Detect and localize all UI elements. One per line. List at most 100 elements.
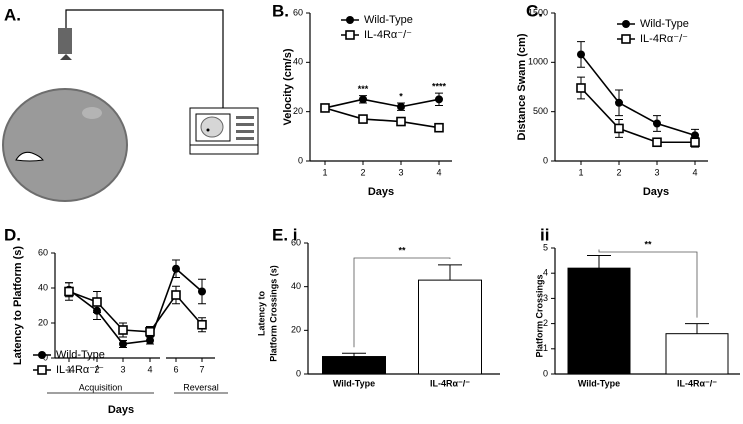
y-axis-title: Platform Crossings <box>534 274 544 357</box>
y-tick-label: 5 <box>543 242 548 252</box>
camera <box>58 28 72 54</box>
camera-lens <box>60 54 72 60</box>
significance: ** <box>398 245 406 255</box>
y-tick-label: 1500 <box>528 7 548 17</box>
panel-label: A. <box>4 5 21 24</box>
y-axis-title: Velocity (cm/s) <box>282 48 294 125</box>
point <box>64 286 74 297</box>
y-tick-label: 20 <box>38 317 48 327</box>
point <box>435 95 443 104</box>
maze-diagram: A. <box>2 5 259 202</box>
y-tick-label: 0 <box>298 155 303 165</box>
panel-label: E. i <box>272 225 298 244</box>
point <box>396 116 406 127</box>
significance: ** <box>644 239 652 249</box>
point <box>397 102 405 111</box>
x-tick-label: 3 <box>654 167 659 177</box>
pool <box>2 88 128 202</box>
y-tick-label: 60 <box>293 7 303 17</box>
x-tick-label: IL-4Rα⁻/⁻ <box>677 378 717 388</box>
x-tick-label: 4 <box>147 364 152 374</box>
y-tick-label: 0 <box>296 368 301 378</box>
x-tick-label: Wild-Type <box>333 378 375 388</box>
y-tick-label: 20 <box>291 325 301 335</box>
legend-marker <box>37 365 47 375</box>
y-axis-title: Distance Swam (cm) <box>516 33 528 140</box>
x-tick-label: 3 <box>120 364 125 374</box>
display-bar <box>236 130 254 133</box>
bar <box>567 267 631 375</box>
point <box>92 297 102 307</box>
platform <box>82 107 102 119</box>
error-bar <box>438 264 462 281</box>
legend-marker <box>38 351 46 359</box>
y-tick-label: 1 <box>543 343 548 353</box>
panel-label: ii <box>540 225 549 244</box>
point <box>690 137 700 148</box>
x-tick-label: 4 <box>692 167 697 177</box>
point <box>576 83 586 93</box>
x-tick-label: 4 <box>436 167 441 177</box>
y-tick-label: 1000 <box>528 57 548 67</box>
x-tick-label: 2 <box>360 167 365 177</box>
display-bar <box>236 116 254 119</box>
point <box>358 114 368 124</box>
series-line <box>324 98 440 109</box>
y-tick-label: 60 <box>291 237 301 247</box>
group-label: Acquisition <box>79 382 123 392</box>
point <box>577 50 585 59</box>
significance: *** <box>358 84 369 94</box>
y-axis-title: Latency to Platform (s) <box>12 246 24 366</box>
y-tick-label: 40 <box>38 282 48 292</box>
point <box>615 98 623 107</box>
screen-pool <box>200 116 224 138</box>
legend-label: IL-4Rα⁻/⁻ <box>364 29 412 41</box>
y-tick-label: 3 <box>543 293 548 303</box>
y-tick-label: 60 <box>38 247 48 257</box>
y-axis-title: Latency to <box>256 290 266 336</box>
y-tick-label: 0 <box>543 368 548 378</box>
significance-bracket <box>353 257 451 348</box>
x-tick-label: 6 <box>173 364 178 374</box>
x-tick-label: 1 <box>322 167 327 177</box>
point <box>434 122 444 133</box>
y-tick-label: 40 <box>293 57 303 67</box>
x-axis-title: Days <box>368 186 394 198</box>
y-tick-label: 4 <box>543 268 548 278</box>
point <box>652 137 662 148</box>
legend-marker <box>346 16 354 24</box>
point <box>198 287 206 296</box>
point <box>359 95 367 104</box>
bar <box>665 333 729 375</box>
display-bar <box>236 137 254 140</box>
legend-label: IL-4Rα⁻/⁻ <box>640 33 688 45</box>
significance: * <box>399 91 403 101</box>
series-line <box>68 290 203 333</box>
panel-label: B. <box>272 1 289 20</box>
legend-marker <box>621 34 631 44</box>
legend-label: Wild-Type <box>364 14 413 26</box>
point <box>146 336 154 345</box>
x-tick-label: 2 <box>94 364 99 374</box>
significance: **** <box>432 82 447 92</box>
bar <box>322 356 386 375</box>
display-bar <box>236 123 254 126</box>
legend-label: Wild-Type <box>640 18 689 30</box>
series-line <box>580 53 696 137</box>
point <box>172 264 180 273</box>
point <box>119 340 127 348</box>
y-tick-label: 0 <box>43 352 48 362</box>
point <box>171 290 181 300</box>
panel-label: C. <box>526 1 543 20</box>
y-tick-label: 40 <box>291 281 301 291</box>
x-axis-title: Days <box>643 186 669 198</box>
x-tick-label: 1 <box>66 364 71 374</box>
series-line <box>68 267 203 345</box>
error-bar <box>342 352 366 357</box>
legend-label: IL-4Rα⁻/⁻ <box>56 364 104 376</box>
x-tick-label: 3 <box>398 167 403 177</box>
panel-label: D. <box>4 225 21 244</box>
x-axis-title: Days <box>108 404 134 416</box>
x-tick-label: 2 <box>616 167 621 177</box>
